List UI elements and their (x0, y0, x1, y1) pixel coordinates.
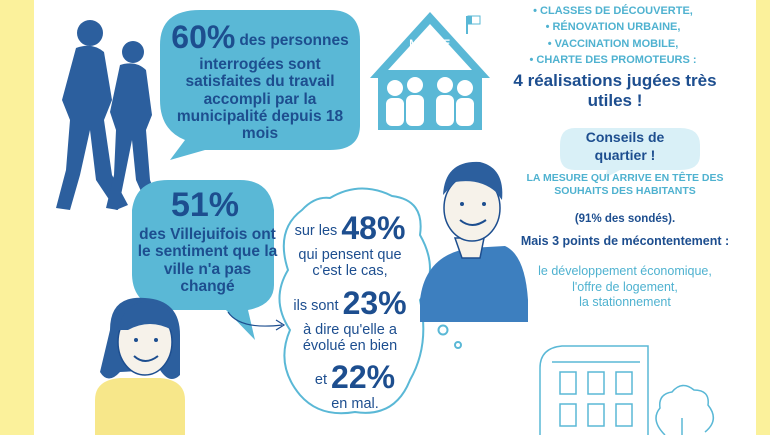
mecontentement-title: Mais 3 points de mécontentement : (520, 234, 730, 248)
point-item: le développement économique, (538, 264, 712, 278)
speech-bubble-ville (132, 180, 274, 340)
point-item: la stationnement (579, 295, 671, 310)
conseils-title: Conseils de quartier ! (585, 129, 665, 163)
thought-cloud (278, 187, 431, 415)
yellow-side-strip-right (756, 0, 770, 435)
mairie-building-icon (370, 12, 490, 130)
arrow-connector (227, 311, 283, 327)
satisfaction-text: des personnes interrogées sont satisfait… (176, 32, 349, 143)
yellow-side-strip-left (0, 0, 34, 435)
cloud-line-1-value: 48% (341, 210, 406, 246)
walking-people-silhouette (56, 20, 160, 211)
point-item: l'offre de logement, (572, 279, 678, 294)
satisfaction-statement: 60% des personnes interrogées sont satisf… (165, 19, 355, 143)
realisation-item: • CLASSES DE DÉCOUVERTE, (533, 5, 693, 17)
mesure-text: LA MESURE QUI ARRIVE EN TÊTE DES SOUHAIT… (526, 172, 724, 197)
cloud-line-1-pre: sur les (294, 223, 338, 239)
cloud-line-3-post: en mal. (331, 395, 379, 412)
cloud-line-1: sur les 48% qui pensent que c'est le cas… (290, 210, 410, 280)
conseils-bubble (560, 128, 700, 178)
realisations-headline: 4 réalisations jugées très utiles ! (513, 71, 717, 111)
cloud-line-3-value: 22% (331, 359, 396, 395)
cloud-line-1-post: qui pensent que c'est le cas, (298, 246, 402, 280)
mairie-label: MAIRIE (409, 38, 451, 50)
tree-sketch (655, 384, 714, 435)
realisations-list: • CLASSES DE DÉCOUVERTE, • RÉNOVATION UR… (498, 3, 728, 68)
cloud-line-3: et 22% en mal. (300, 359, 410, 412)
woman-illustration (95, 297, 185, 435)
sondes-text: (91% des sondés). (574, 213, 676, 225)
cloud-line-2-value: 23% (342, 285, 407, 321)
cloud-line-2: ils sont 23% à dire qu'elle a évolué en … (286, 285, 414, 355)
building-sketch (539, 345, 649, 435)
no-change-percent: 51% (170, 186, 240, 224)
cloud-line-3-pre: et (314, 372, 327, 388)
cloud-line-2-post: à dire qu'elle a évolué en bien (302, 321, 398, 355)
man-illustration (420, 161, 528, 322)
realisation-item: • VACCINATION MOBILE, (547, 37, 679, 50)
satisfaction-percent: 60% (171, 19, 236, 55)
realisation-item: • RÉNOVATION URBAINE, (545, 21, 681, 34)
realisation-item: • CHARTE DES PROMOTEURS : (529, 53, 697, 66)
cloud-line-2-pre: ils sont (293, 298, 339, 314)
mecontentement-points: le développement économique, l'offre de … (520, 264, 730, 311)
speech-bubble-satisfaction (160, 10, 360, 160)
no-change-text: des Villejuifois ont le sentiment que la… (137, 226, 278, 296)
